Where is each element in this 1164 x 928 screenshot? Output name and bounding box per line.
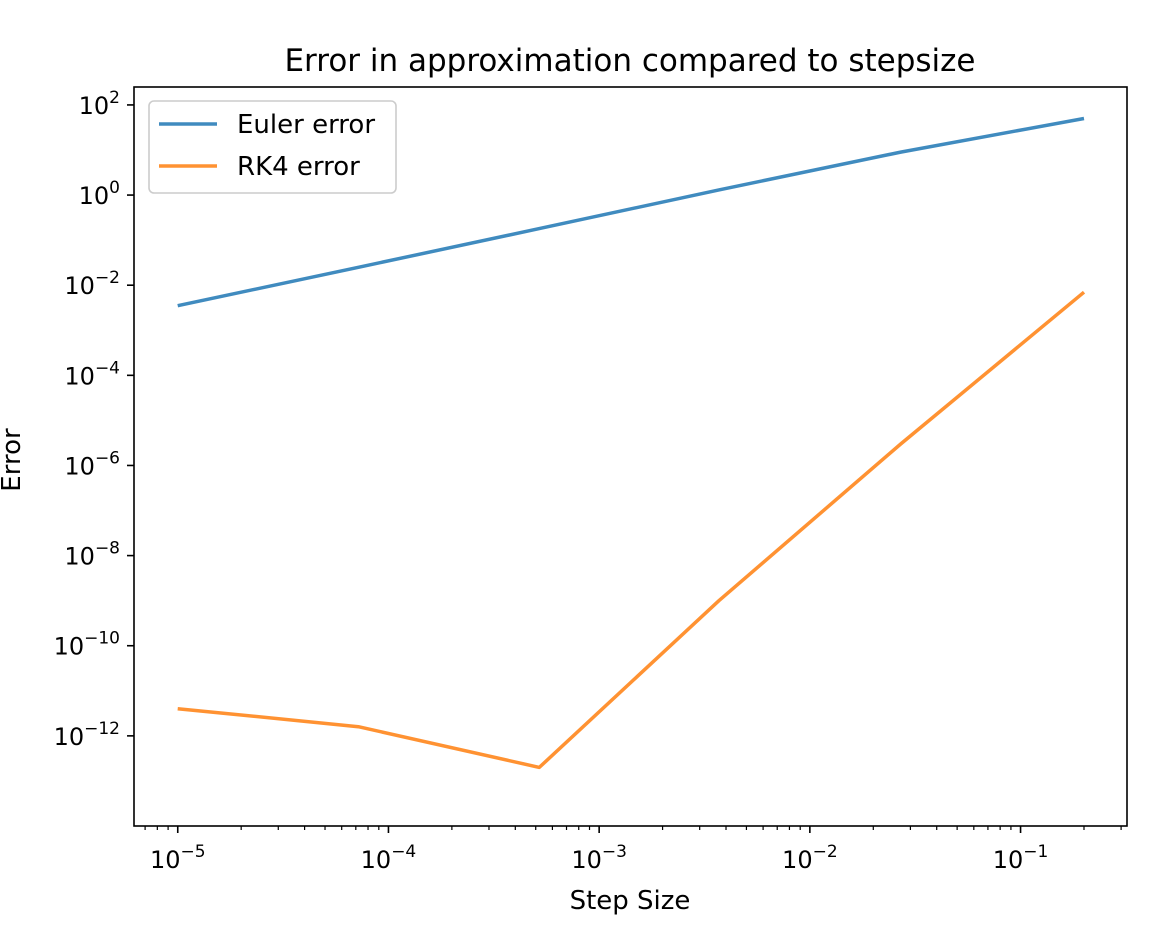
y-tick-label: 10−8 (64, 539, 120, 571)
y-axis-label: Error (0, 428, 27, 492)
plot-area (133, 86, 1128, 827)
x-tick-label: 10−3 (571, 842, 627, 874)
x-tick-label: 10−1 (993, 842, 1049, 874)
x-axis-label: Step Size (570, 886, 691, 916)
y-tick-label: 10−10 (54, 629, 120, 661)
y-tick-label: 100 (79, 178, 120, 210)
legend-label-2: RK4 error (237, 152, 360, 182)
chart-title: Error in approximation compared to steps… (284, 43, 975, 79)
legend-label-1: Euler error (237, 110, 375, 140)
y-tick-label: 10−4 (64, 358, 120, 390)
series-line-2 (177, 290, 1086, 770)
axis-ticks: 10−5 10−4 10−3 10−2 10−1 102 100 10−2 10−4 10−6 10… (54, 88, 1122, 874)
legend: Euler error RK4 error (148, 100, 397, 194)
x-tick-label: 10−4 (361, 842, 417, 874)
plot-frame (133, 86, 1128, 827)
x-tick-label: 10−2 (782, 842, 838, 874)
y-tick-label: 102 (79, 88, 120, 120)
series-line-1 (177, 116, 1085, 308)
y-tick-label: 10−6 (64, 448, 120, 480)
y-tick-label: 10−12 (54, 719, 120, 751)
y-tick-label: 10−2 (64, 268, 120, 300)
x-tick-label: 10−5 (150, 842, 206, 874)
